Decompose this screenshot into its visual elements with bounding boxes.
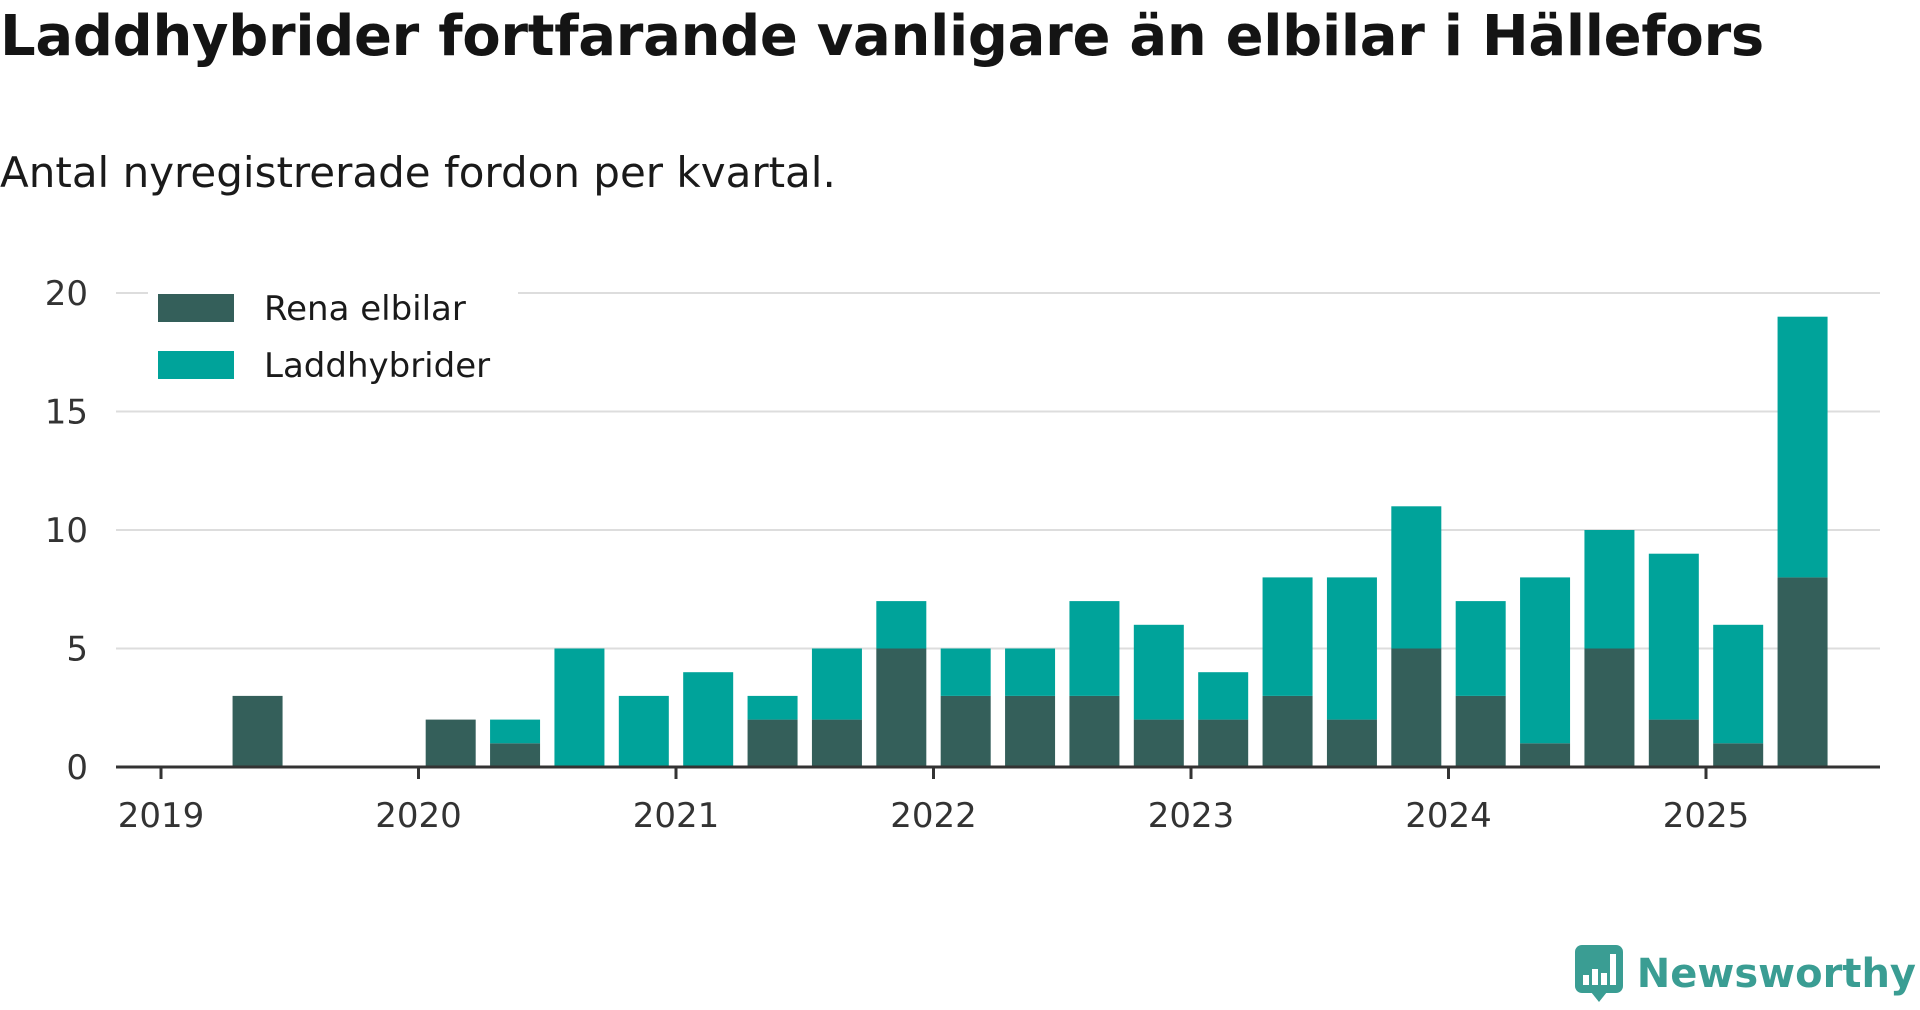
bar-laddhybrider [1455,601,1506,696]
bar-rena-elbilar [1648,719,1699,767]
bar-rena-elbilar [747,719,798,767]
bar-laddhybrider [1777,316,1828,578]
bar-laddhybrider [1005,648,1056,696]
bar-rena-elbilar [425,719,476,767]
y-tick-label: 0 [66,748,88,788]
bar-laddhybrider [940,648,991,696]
bar-laddhybrider [554,648,605,767]
x-tick-label: 2024 [1405,796,1492,836]
bar-laddhybrider [618,695,669,767]
bar-laddhybrider [1584,530,1635,649]
bar-laddhybrider [811,648,862,720]
bar-laddhybrider [1326,577,1377,720]
bar-rena-elbilar [1069,695,1120,767]
bar-rena-elbilar [1455,695,1506,767]
bar-laddhybrider [1520,577,1571,744]
bar-rena-elbilar [940,695,991,767]
bar-laddhybrider [1648,553,1699,720]
bar-laddhybrider [1262,577,1313,696]
y-tick-label: 5 [66,630,88,670]
chart-subtitle: Antal nyregistrerade fordon per kvartal. [0,148,836,197]
bar-laddhybrider [490,719,541,744]
bar-laddhybrider [1713,624,1764,744]
legend-swatch [158,294,234,322]
bar-rena-elbilar [1005,695,1056,767]
x-tick-label: 2022 [890,796,977,836]
x-tick-label: 2019 [118,796,205,836]
bar-rena-elbilar [1262,695,1313,767]
x-tick-label: 2023 [1148,796,1235,836]
bar-laddhybrider [1133,624,1184,720]
y-tick-label: 20 [45,274,88,314]
legend: Rena elbilar Laddhybrider [148,282,518,392]
newsworthy-logo: Newsworthy [1574,942,1916,1006]
x-tick-label: 2021 [633,796,720,836]
bar-rena-elbilar [1391,648,1442,767]
bar-rena-elbilar [232,695,283,767]
bar-rena-elbilar [1777,577,1828,767]
y-tick-label: 15 [45,393,88,433]
brand-name: Newsworthy [1636,951,1916,997]
bar-rena-elbilar [1520,743,1571,767]
bar-laddhybrider [876,601,927,649]
bar-rena-elbilar [1713,743,1764,767]
bar-rena-elbilar [1133,719,1184,767]
legend-swatch [158,351,234,379]
bar-rena-elbilar [811,719,862,767]
bar-laddhybrider [1198,672,1249,720]
legend-label: Laddhybrider [264,346,490,386]
chart-bubble-icon [1574,945,1623,1002]
bar-rena-elbilar [1584,648,1635,767]
bars [232,316,1828,767]
legend-label: Rena elbilar [264,289,466,329]
bar-rena-elbilar [1198,719,1249,767]
bar-rena-elbilar [490,743,541,767]
bar-laddhybrider [747,695,798,720]
bar-rena-elbilar [876,648,927,767]
chart-title: Laddhybrider fortfarande vanligare än el… [0,4,1764,69]
y-tick-label: 10 [45,511,88,551]
axes: 0 5 10 15 20 2019 2020 2021 2022 2023 2024 2025 [45,274,1880,836]
x-tick-label: 2025 [1663,796,1750,836]
x-tick-label: 2020 [375,796,462,836]
bar-laddhybrider [683,672,734,767]
bar-laddhybrider [1069,601,1120,696]
bar-laddhybrider [1391,506,1442,649]
bar-rena-elbilar [1326,719,1377,767]
